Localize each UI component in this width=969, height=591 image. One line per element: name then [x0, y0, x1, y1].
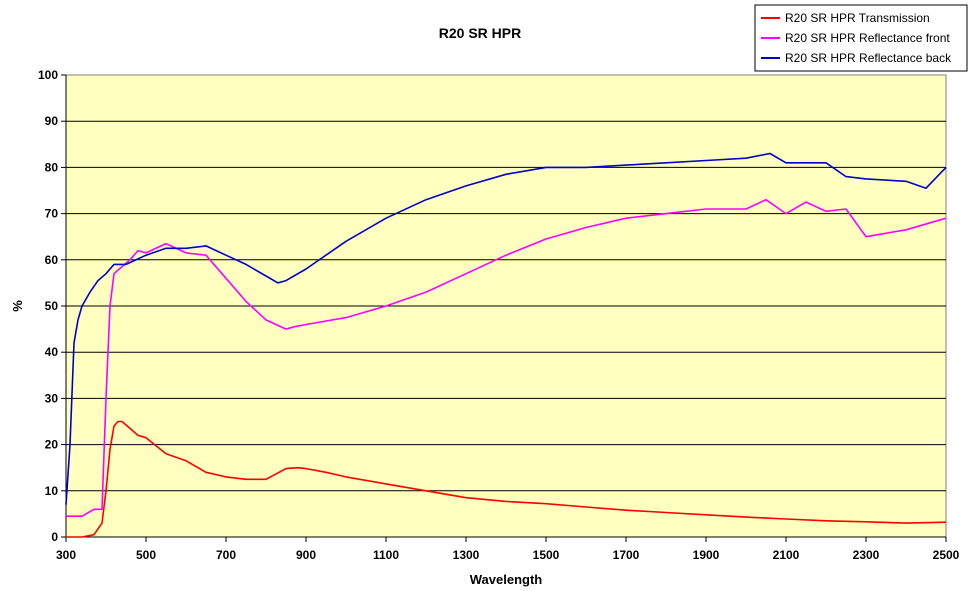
y-tick-label: 30	[45, 391, 59, 405]
y-tick-label: 90	[45, 114, 59, 128]
y-tick-label: 40	[45, 345, 59, 359]
legend: R20 SR HPR Transmission R20 SR HPR Reflec…	[754, 4, 968, 72]
x-tick-label: 300	[56, 548, 76, 562]
grid-lines	[66, 120, 946, 492]
y-tick-label: 60	[45, 253, 59, 267]
y-tick-label: 70	[45, 207, 59, 221]
y-tick-label: 50	[45, 299, 59, 313]
chart-title: R20 SR HPR	[439, 25, 521, 41]
series-line-2	[65, 152, 947, 505]
x-tick-label: 700	[216, 548, 236, 562]
x-tick-label: 900	[296, 548, 316, 562]
y-tick-label: 100	[38, 68, 58, 82]
y-axis-title: %	[10, 300, 25, 312]
legend-label: R20 SR HPR Reflectance back	[785, 51, 952, 65]
x-tick-label: 2100	[773, 548, 800, 562]
x-axis-ticks: 300 500 700 900 1100 1300 1500 1700 1900 2100 2300…	[56, 536, 960, 562]
legend-label: R20 SR HPR Transmission	[785, 11, 930, 25]
x-axis-title: Wavelength	[470, 572, 543, 587]
x-tick-label: 2300	[853, 548, 880, 562]
x-tick-label: 1900	[693, 548, 720, 562]
x-tick-label: 500	[136, 548, 156, 562]
x-tick-label: 1100	[373, 548, 399, 562]
series-lines	[65, 152, 947, 538]
y-tick-label: 0	[51, 530, 58, 544]
y-tick-label: 20	[45, 438, 59, 452]
legend-label: R20 SR HPR Reflectance front	[785, 31, 950, 45]
series-line-1	[66, 198, 947, 518]
y-axis-ticks: 0 10 20 30 40 50 60 70 80 90 100	[38, 68, 67, 544]
y-tick-label: 10	[45, 484, 59, 498]
series-line-0	[66, 420, 947, 538]
x-tick-label: 1300	[453, 548, 480, 562]
y-tick-label: 80	[45, 160, 59, 174]
legend-box	[754, 4, 968, 72]
x-tick-label: 1500	[533, 548, 560, 562]
x-tick-label: 2500	[933, 548, 960, 562]
x-tick-label: 1700	[613, 548, 640, 562]
